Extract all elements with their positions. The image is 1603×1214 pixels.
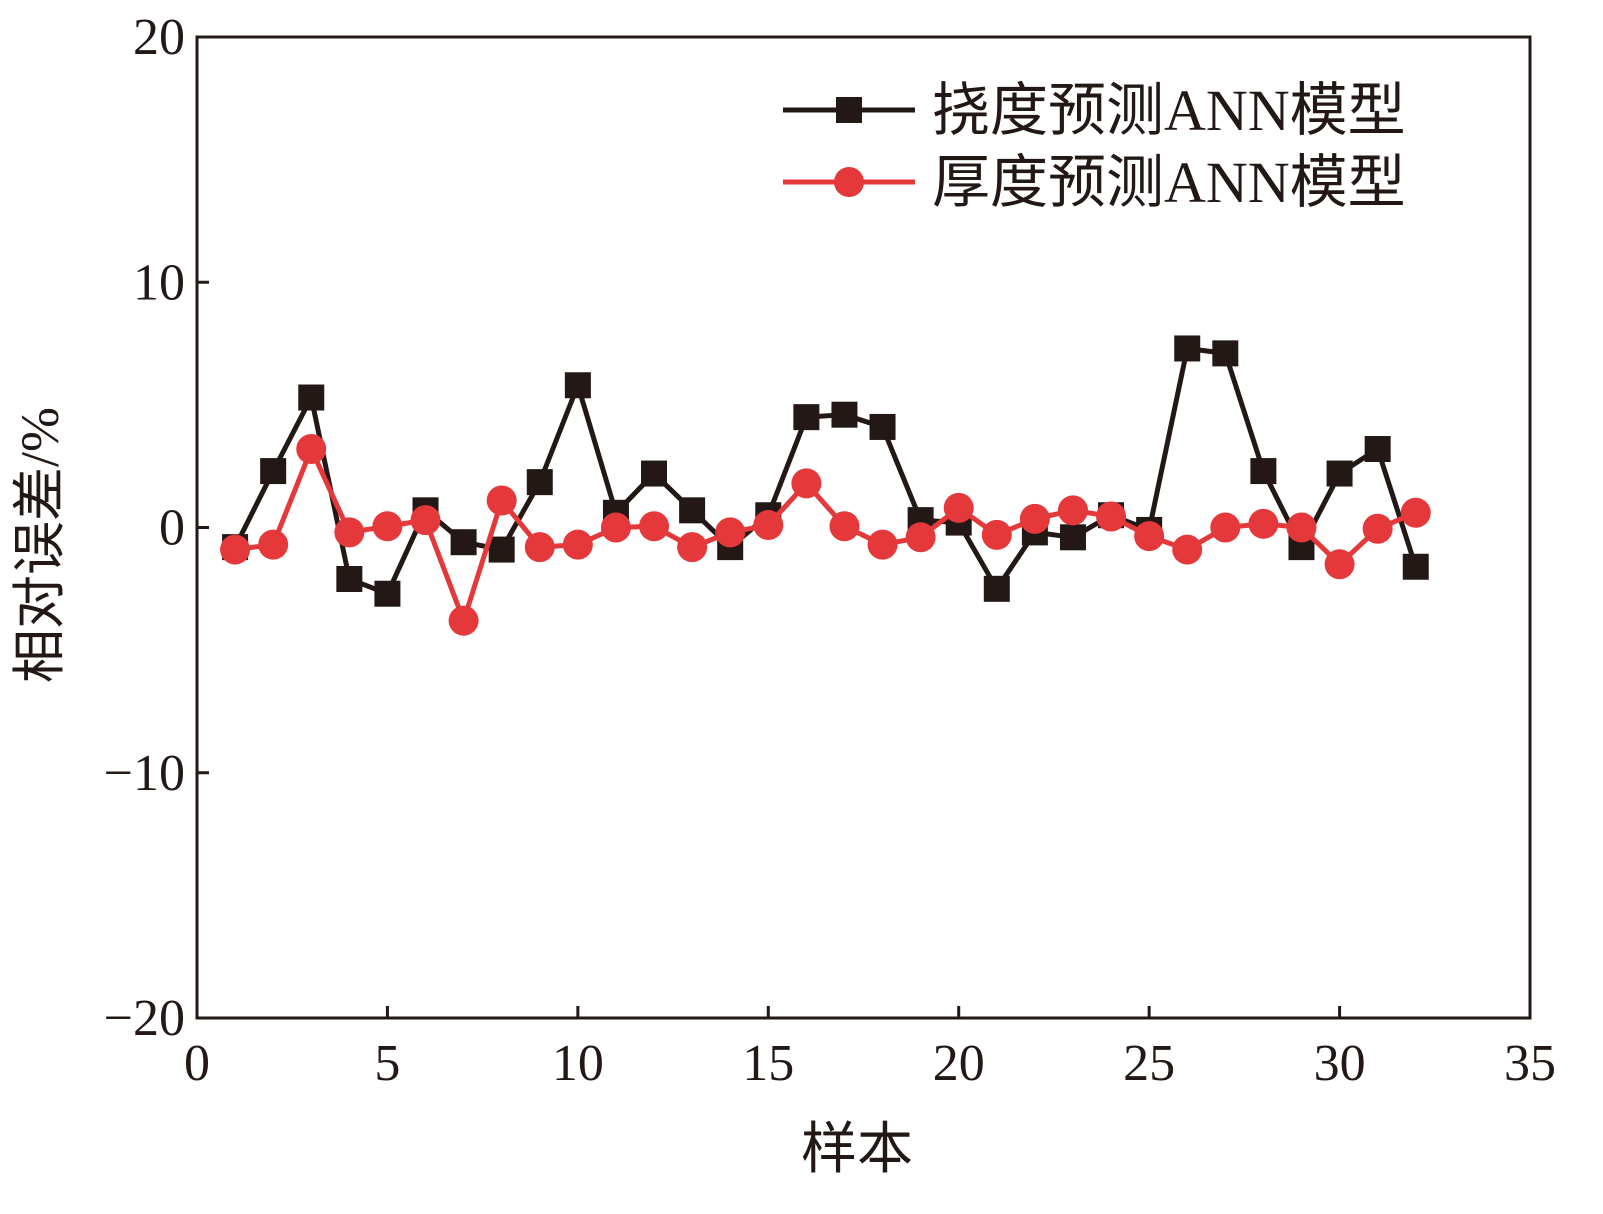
data-point (1172, 534, 1203, 565)
data-point (1212, 340, 1239, 367)
data-point (679, 497, 706, 524)
data-point (1174, 335, 1201, 362)
data-point (298, 384, 325, 411)
data-point (1134, 521, 1165, 552)
data-point (410, 505, 441, 536)
data-point (562, 529, 593, 560)
data-point (677, 532, 708, 563)
y-tick-label: −20 (104, 990, 185, 1047)
data-point (793, 404, 820, 431)
y-tick-label: 20 (133, 9, 185, 66)
x-tick-label: 25 (1123, 1035, 1175, 1092)
data-point (260, 458, 287, 485)
data-point (1059, 524, 1086, 551)
data-point (600, 512, 631, 543)
x-tick-label: 35 (1504, 1035, 1556, 1092)
data-point (564, 372, 591, 399)
data-point (1326, 460, 1353, 487)
x-tick-label: 10 (552, 1035, 604, 1092)
data-point (1057, 495, 1088, 526)
y-tick-label: 0 (159, 500, 185, 557)
data-point (524, 532, 555, 563)
x-axis-label: 样本 (801, 1119, 913, 1181)
legend-label: 挠度预测ANN模型 (932, 78, 1406, 143)
x-tick-label: 15 (742, 1035, 794, 1092)
data-point (374, 580, 401, 607)
data-point (983, 575, 1010, 602)
data-point (791, 468, 822, 499)
data-point (1400, 497, 1431, 528)
data-point (296, 434, 327, 465)
data-point (981, 519, 1012, 550)
data-point (1019, 503, 1050, 534)
data-point (526, 469, 553, 496)
x-tick-label: 0 (184, 1035, 210, 1092)
data-point (1250, 458, 1277, 485)
series-0 (222, 335, 1429, 607)
data-point (905, 522, 936, 553)
data-point (1364, 436, 1391, 463)
x-tick-label: 20 (933, 1035, 985, 1092)
ticks: 0 5 10 15 20 25 30 35 20 10 0 −10 −20 (104, 9, 1556, 1092)
data-point (829, 511, 860, 542)
data-point (336, 566, 363, 593)
y-tick-label: 10 (133, 254, 185, 311)
legend-marker (834, 167, 864, 197)
data-point (831, 401, 858, 428)
data-point (448, 605, 479, 636)
series-group (220, 335, 1431, 636)
data-point (753, 510, 784, 541)
series-1 (220, 434, 1431, 636)
data-point (450, 529, 477, 556)
data-point (220, 534, 251, 565)
data-point (258, 529, 289, 560)
series-line (232, 345, 1419, 597)
y-tick-label: −10 (104, 745, 185, 802)
data-point (1096, 501, 1127, 532)
data-point (1324, 549, 1355, 580)
data-point (488, 536, 515, 563)
data-point (486, 485, 517, 516)
data-point (869, 413, 896, 440)
data-point (641, 460, 668, 487)
y-axis-label: 相对误差/% (10, 407, 70, 683)
data-point (1286, 512, 1317, 543)
data-point (715, 517, 746, 548)
data-point (943, 492, 974, 523)
data-point (1402, 553, 1429, 580)
data-point (1210, 512, 1241, 543)
x-tick-label: 5 (374, 1035, 400, 1092)
data-point (639, 511, 670, 542)
x-tick-label: 30 (1314, 1035, 1366, 1092)
legend-label: 厚度预测ANN模型 (932, 150, 1406, 215)
data-point (867, 529, 898, 560)
legend-marker (836, 97, 862, 123)
data-point (1362, 513, 1393, 544)
data-point (372, 511, 403, 542)
data-point (1248, 508, 1279, 539)
data-point (334, 517, 365, 548)
